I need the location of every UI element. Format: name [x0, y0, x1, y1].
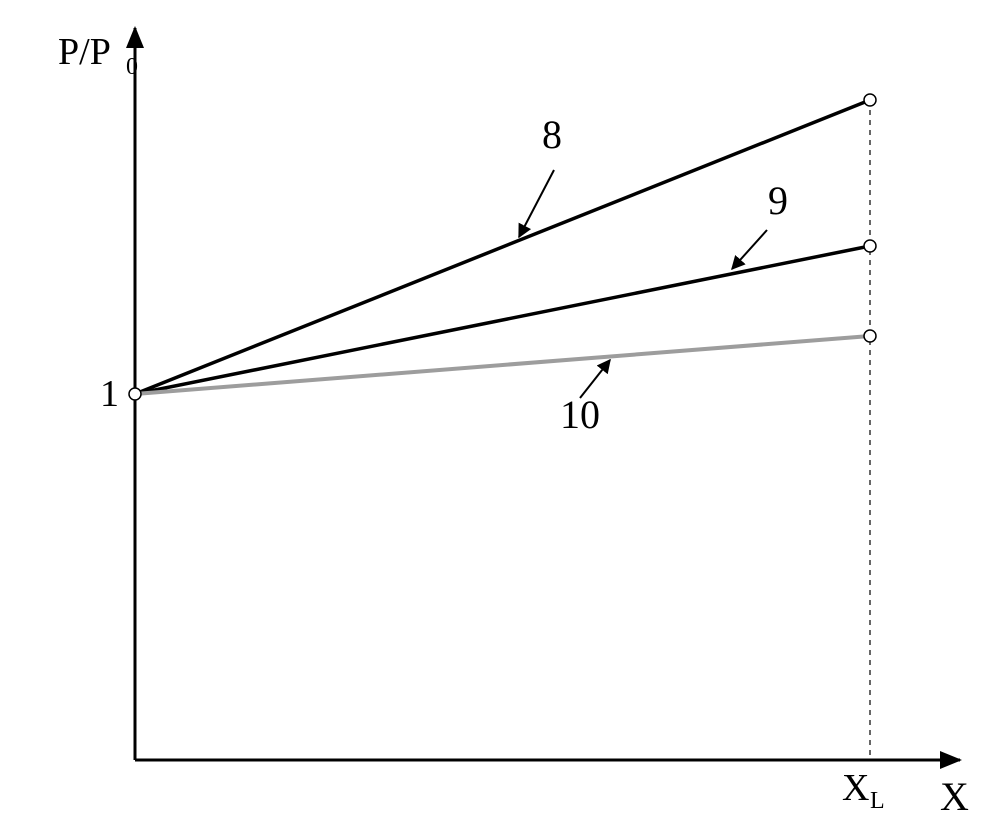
x-axis-label: X [940, 774, 969, 819]
line-8-callout-label: 8 [542, 112, 562, 157]
line-10-callout-label: 10 [560, 392, 600, 437]
x-tick-label-subscript: L [870, 788, 885, 814]
line-10-end-marker-icon [864, 330, 876, 342]
line-9-end-marker-icon [864, 240, 876, 252]
pressure-ratio-chart: 8910P/P0XXL1 [0, 0, 1000, 829]
start-marker-icon [129, 388, 141, 400]
y-axis-label-subscript: 0 [126, 54, 138, 80]
chart-background [0, 0, 1000, 829]
y-axis-label: P/P [58, 31, 111, 73]
x-tick-label: X [842, 767, 869, 809]
line-8-end-marker-icon [864, 94, 876, 106]
line-9-callout-label: 9 [768, 178, 788, 223]
y-tick-label: 1 [100, 373, 119, 415]
